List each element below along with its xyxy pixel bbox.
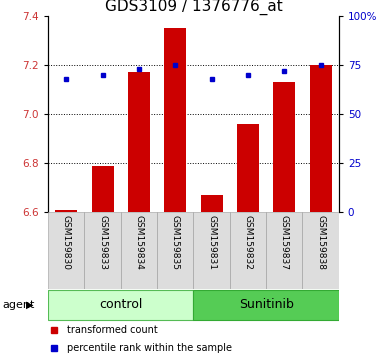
Text: GSM159833: GSM159833 xyxy=(98,215,107,270)
Text: GSM159837: GSM159837 xyxy=(280,215,289,270)
Bar xyxy=(164,28,186,212)
Text: transformed count: transformed count xyxy=(67,325,158,335)
Text: GSM159835: GSM159835 xyxy=(171,215,180,270)
Bar xyxy=(194,290,339,320)
Bar xyxy=(121,212,157,289)
Text: GSM159832: GSM159832 xyxy=(243,215,253,269)
Bar xyxy=(55,210,77,212)
Bar xyxy=(266,212,303,289)
Bar xyxy=(310,65,331,212)
Bar xyxy=(157,212,194,289)
Text: ▶: ▶ xyxy=(26,299,33,310)
Text: GSM159831: GSM159831 xyxy=(207,215,216,270)
Bar xyxy=(230,212,266,289)
Text: Sunitinib: Sunitinib xyxy=(239,298,294,311)
Text: control: control xyxy=(99,298,142,311)
Bar xyxy=(48,212,84,289)
Bar xyxy=(201,195,223,212)
Text: GSM159838: GSM159838 xyxy=(316,215,325,270)
Text: percentile rank within the sample: percentile rank within the sample xyxy=(67,343,232,353)
Bar xyxy=(194,212,230,289)
Title: GDS3109 / 1376776_at: GDS3109 / 1376776_at xyxy=(105,0,282,15)
Bar xyxy=(84,212,121,289)
Bar xyxy=(237,124,259,212)
Bar xyxy=(48,290,194,320)
Text: agent: agent xyxy=(2,299,34,310)
Bar xyxy=(273,82,295,212)
Bar xyxy=(303,212,339,289)
Bar xyxy=(128,73,150,212)
Bar xyxy=(92,166,114,212)
Text: GSM159834: GSM159834 xyxy=(134,215,144,269)
Text: GSM159830: GSM159830 xyxy=(62,215,71,270)
